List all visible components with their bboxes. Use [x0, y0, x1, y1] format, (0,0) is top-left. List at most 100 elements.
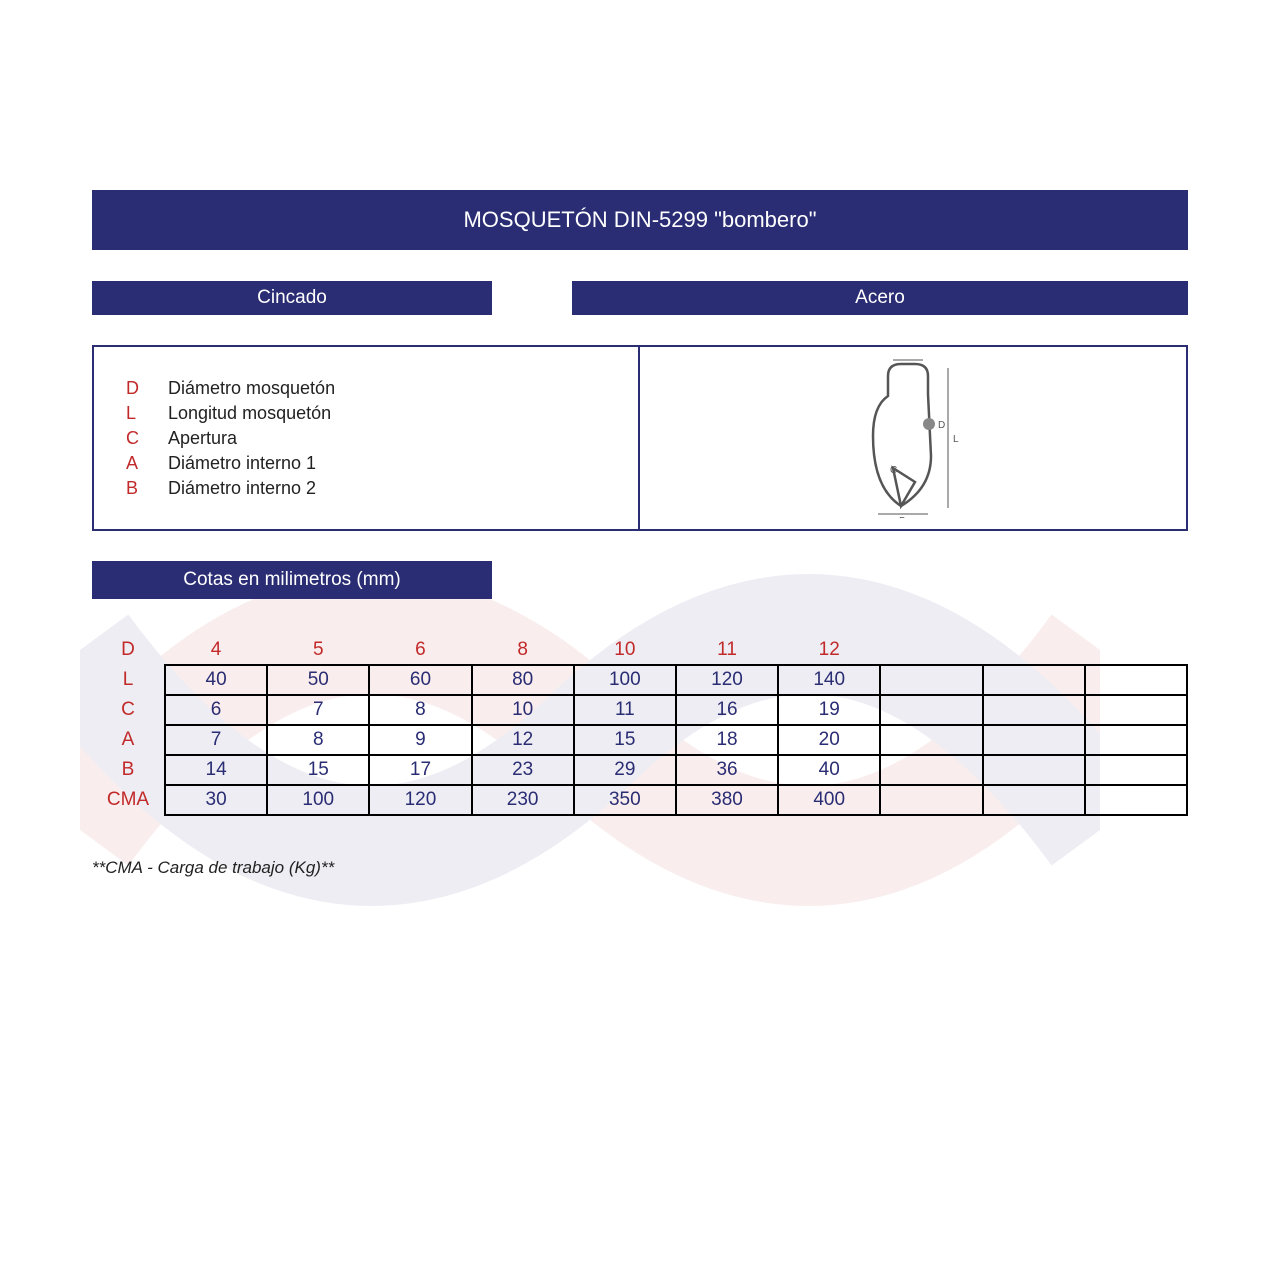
diagram-label-b: B — [899, 516, 906, 518]
diagram-panel: A L D C B — [640, 347, 1186, 529]
data-table: 4568101112405060801001201406781011161978… — [164, 635, 1188, 816]
row-label: D — [92, 635, 164, 665]
table-cell — [983, 755, 1085, 785]
table-row: 40506080100120140 — [165, 665, 1187, 695]
legend-box: DDiámetro mosquetón LLongitud mosquetón … — [92, 345, 1188, 531]
table-cell: 100 — [267, 785, 369, 815]
table-cell: 20 — [778, 725, 880, 755]
table-cell: 80 — [472, 665, 574, 695]
table-header-cell: 8 — [472, 635, 574, 665]
legend-key: A — [120, 452, 160, 475]
table-cell: 40 — [778, 755, 880, 785]
table-cell — [1085, 725, 1187, 755]
table-cell: 12 — [472, 725, 574, 755]
table-row: 30100120230350380400 — [165, 785, 1187, 815]
table-cell: 15 — [574, 725, 676, 755]
table-row: 78912151820 — [165, 725, 1187, 755]
table-cell: 100 — [574, 665, 676, 695]
table-header-cell: 5 — [267, 635, 369, 665]
table-cell — [983, 665, 1085, 695]
title-bar: MOSQUETÓN DIN-5299 "bombero" — [92, 190, 1188, 250]
carabiner-diagram-icon: A L D C B — [843, 358, 983, 518]
table-cell: 15 — [267, 755, 369, 785]
table-row: 14151723293640 — [165, 755, 1187, 785]
table-header-cell: 6 — [369, 635, 471, 665]
subheader-acero: Acero — [572, 281, 1188, 315]
page-content: MOSQUETÓN DIN-5299 "bombero" Cincado Ace… — [0, 0, 1280, 878]
legend-definitions: DDiámetro mosquetón LLongitud mosquetón … — [94, 347, 640, 529]
legend-key: B — [120, 477, 160, 500]
footnote: **CMA - Carga de trabajo (Kg)** — [92, 858, 1188, 878]
legend-val: Diámetro mosquetón — [162, 377, 341, 400]
table-cell: 29 — [574, 755, 676, 785]
legend-row: CApertura — [120, 427, 341, 450]
table-cell — [880, 785, 982, 815]
legend-row: DDiámetro mosquetón — [120, 377, 341, 400]
legend-row: LLongitud mosquetón — [120, 402, 341, 425]
table-header-cell: 11 — [676, 635, 778, 665]
table-cell — [1085, 695, 1187, 725]
table-cell: 50 — [267, 665, 369, 695]
table-cell: 140 — [778, 665, 880, 695]
table-cell: 6 — [165, 695, 267, 725]
table-cell: 10 — [472, 695, 574, 725]
table-cell: 120 — [369, 785, 471, 815]
table-header-cell: 10 — [574, 635, 676, 665]
table-cell — [1085, 665, 1187, 695]
legend-key: C — [120, 427, 160, 450]
table-cell: 350 — [574, 785, 676, 815]
cotas-bar: Cotas en milimetros (mm) — [92, 561, 492, 599]
table-cell — [983, 695, 1085, 725]
table-cell: 18 — [676, 725, 778, 755]
table-cell: 230 — [472, 785, 574, 815]
table-header-cell — [880, 635, 982, 665]
legend-val: Diámetro interno 1 — [162, 452, 341, 475]
table-cell: 17 — [369, 755, 471, 785]
table-cell: 120 — [676, 665, 778, 695]
diagram-label-a: A — [906, 358, 913, 361]
row-label: C — [92, 695, 164, 725]
table-cell — [880, 755, 982, 785]
table-row: 67810111619 — [165, 695, 1187, 725]
table-header-cell — [1085, 635, 1187, 665]
subheader-cincado: Cincado — [92, 281, 492, 315]
table-header-cell: 4 — [165, 635, 267, 665]
table-cell — [880, 695, 982, 725]
diagram-label-l: L — [953, 434, 959, 445]
legend-val: Longitud mosquetón — [162, 402, 341, 425]
data-table-wrap: D L C A B CMA 45681011124050608010012014… — [92, 635, 1188, 816]
row-label: A — [92, 725, 164, 755]
legend-row: BDiámetro interno 2 — [120, 477, 341, 500]
table-cell — [983, 785, 1085, 815]
table-cell — [880, 725, 982, 755]
legend-row: ADiámetro interno 1 — [120, 452, 341, 475]
table-cell: 8 — [267, 725, 369, 755]
table-cell: 23 — [472, 755, 574, 785]
table-cell: 11 — [574, 695, 676, 725]
legend-key: L — [120, 402, 160, 425]
table-cell: 19 — [778, 695, 880, 725]
legend-table: DDiámetro mosquetón LLongitud mosquetón … — [118, 375, 343, 502]
row-label: CMA — [92, 785, 164, 815]
diagram-label-c: C — [890, 465, 897, 476]
subheader-row: Cincado Acero — [92, 281, 1188, 315]
table-cell — [1085, 755, 1187, 785]
legend-val: Diámetro interno 2 — [162, 477, 341, 500]
table-cell — [880, 665, 982, 695]
table-cell: 16 — [676, 695, 778, 725]
table-cell — [1085, 785, 1187, 815]
table-cell: 14 — [165, 755, 267, 785]
row-labels-column: D L C A B CMA — [92, 635, 164, 816]
table-cell: 36 — [676, 755, 778, 785]
row-label: B — [92, 755, 164, 785]
table-cell: 40 — [165, 665, 267, 695]
table-cell: 400 — [778, 785, 880, 815]
legend-val: Apertura — [162, 427, 341, 450]
diagram-label-d: D — [938, 420, 945, 431]
table-cell: 9 — [369, 725, 471, 755]
table-cell: 30 — [165, 785, 267, 815]
table-cell: 7 — [165, 725, 267, 755]
row-label: L — [92, 665, 164, 695]
legend-key: D — [120, 377, 160, 400]
table-cell: 60 — [369, 665, 471, 695]
